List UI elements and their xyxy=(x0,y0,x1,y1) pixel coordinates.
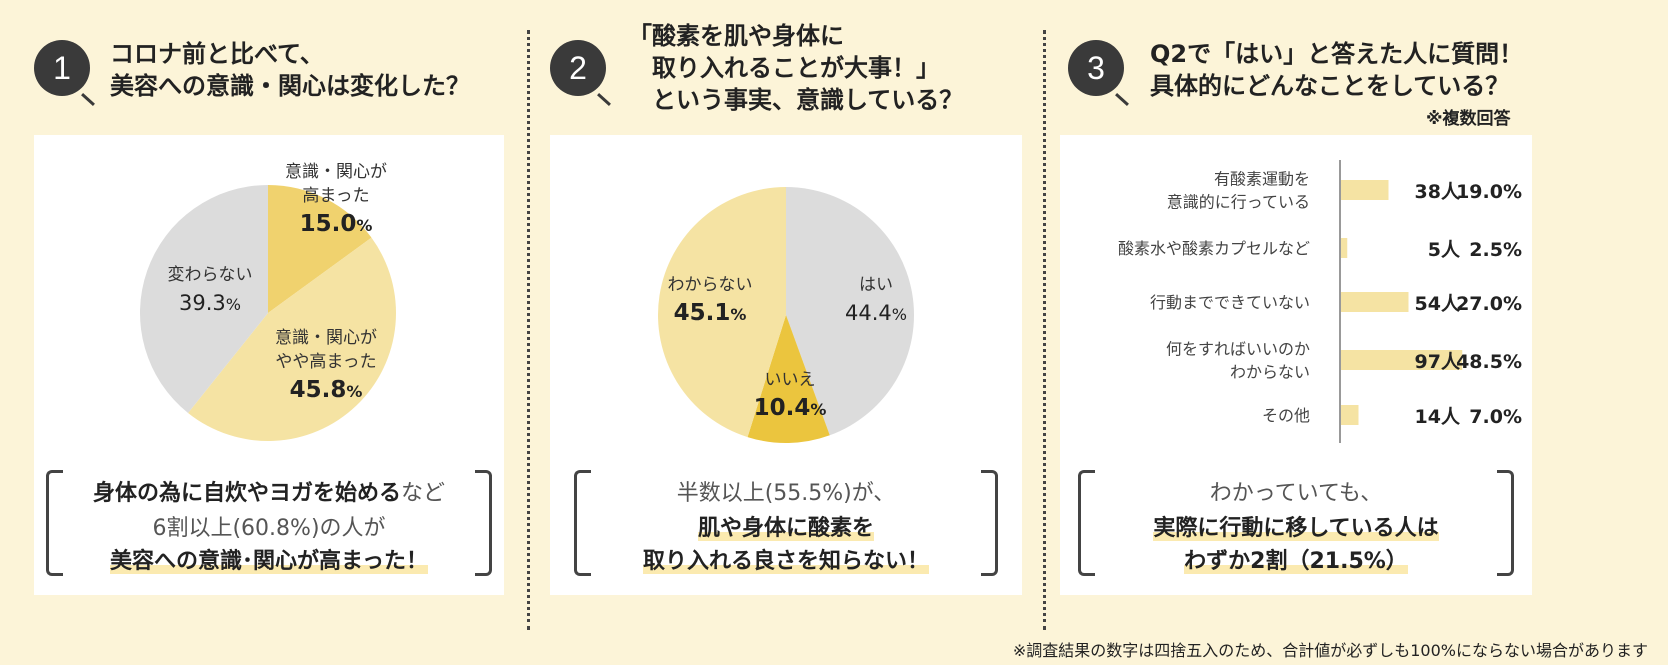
bar xyxy=(1341,238,1348,258)
bracket-right xyxy=(475,470,492,576)
question-title: 「酸素を肌や身体に 取り入れることが大事！」 という事実、意識している？ xyxy=(628,22,964,114)
bar-percent-label: 19.0% xyxy=(1456,181,1522,203)
bar-category-label: その他 xyxy=(1262,406,1310,425)
bar-percent-label: 27.0% xyxy=(1456,293,1522,315)
pie-slice xyxy=(658,187,786,438)
multiple-answer-note: ※複数回答 xyxy=(1426,109,1511,129)
pie-slice xyxy=(786,187,914,436)
bar-percent-label: 2.5% xyxy=(1469,239,1522,261)
bar-category-label: 何をすればいいのか xyxy=(1166,340,1310,359)
question-number-badge: 3 xyxy=(1068,40,1124,96)
slice-label: 高まった xyxy=(302,186,369,206)
slice-label: はい xyxy=(859,275,893,295)
slice-value: 44.4% xyxy=(845,301,907,325)
panel-2: 2 「酸素を肌や身体に 取り入れることが大事！」 という事実、意識している？ は… xyxy=(530,0,1040,640)
bar xyxy=(1341,180,1389,200)
bracket-right xyxy=(981,470,998,576)
bar-category-label: 酸素水や酸素カプセルなど xyxy=(1118,239,1310,258)
bar-percent-label: 48.5% xyxy=(1456,351,1522,373)
footnote: ※調査結果の数字は四捨五入のため、合計値が必ずしも100%にならない場合がありま… xyxy=(1012,641,1648,660)
chart-card: 意識・関心が 高まった 15.0% 意識・関心が やや高まった 45.8% 変わらない 39.… xyxy=(34,135,504,595)
summary-line-1: 身体の為に自炊やヨガを始めるなど xyxy=(92,481,446,506)
magnifier-tail-icon xyxy=(597,93,611,106)
bar-category-label: 有酸素運動を xyxy=(1214,170,1310,189)
divider xyxy=(527,30,530,630)
question-number-badge: 2 xyxy=(550,40,606,96)
bracket-right xyxy=(1497,470,1514,576)
bar-count-label: 5人 xyxy=(1428,239,1461,261)
bar-count-label: 14人 xyxy=(1415,406,1461,428)
pie-slice xyxy=(268,185,372,313)
magnifier-tail-icon xyxy=(1115,93,1129,106)
slice-label: やや高まった xyxy=(275,352,376,372)
slice-label: 意識・関心が xyxy=(275,328,377,348)
summary-line-2: 肌や身体に酸素を xyxy=(697,516,874,541)
chart-card: はい 44.4% いいえ 10.4% わからない 45.1% 半数以上(55.5%)が、 … xyxy=(550,135,1022,595)
slice-value: 10.4% xyxy=(754,395,827,421)
bar-category-label: 行動までできていない xyxy=(1150,293,1310,312)
panel-1: 1 コロナ前と比べて、 美容への意識・関心は変化した？ 意識・関心が 高まった 15… xyxy=(0,0,525,640)
bar-count-label: 54人 xyxy=(1415,293,1461,315)
bar-category-label: 意識的に行っている xyxy=(1167,193,1310,212)
summary-line-1: 半数以上(55.5%)が、 xyxy=(676,481,896,506)
slice-value: 45.1% xyxy=(674,300,747,326)
bar xyxy=(1341,350,1463,370)
pie-chart-1: 意識・関心が高まった15.0%意識・関心がやや高まった45.8%変わらない39.… xyxy=(140,162,396,441)
bar xyxy=(1341,405,1359,425)
pie-chart-2: はい 44.4% いいえ 10.4% わからない 45.1% xyxy=(658,187,914,443)
slice-label: 意識・関心が xyxy=(285,162,387,182)
summary-line-2: 6割以上(60.8%)の人が xyxy=(152,516,386,541)
summary-line-2: 実際に行動に移している人は xyxy=(1153,516,1439,541)
summary-line-3: 取り入れる良さを知らない！ xyxy=(642,549,929,574)
summary-line-3: 美容への意識･関心が高まった！ xyxy=(109,549,429,574)
pie-slice xyxy=(140,185,268,413)
bar xyxy=(1341,292,1409,312)
slice-label: いいえ xyxy=(765,370,816,390)
question-number-badge: 1 xyxy=(34,40,90,96)
chart-card: 有酸素運動を意識的に行っている 38人 19.0% 酸素水や酸素カプセルなど 5人 2.5… xyxy=(1060,135,1532,595)
slice-value: 45.8% xyxy=(290,377,363,403)
bracket-left xyxy=(574,470,591,576)
question-title: コロナ前と比べて、 美容への意識・関心は変化した？ xyxy=(110,40,470,100)
bracket-left xyxy=(46,470,63,576)
slice-label: わからない xyxy=(668,275,753,295)
divider xyxy=(1043,30,1046,630)
bar-count-label: 97人 xyxy=(1415,351,1461,373)
question-title: Q2で「はい」と答えた人に質問！ 具体的にどんなことをしている？ xyxy=(1150,40,1524,100)
bracket-left xyxy=(1078,470,1095,576)
magnifier-tail-icon xyxy=(81,93,95,106)
slice-label: 変わらない xyxy=(168,265,253,285)
pie-slice xyxy=(747,315,830,443)
slice-value: 39.3% xyxy=(179,291,241,315)
bar-percent-label: 7.0% xyxy=(1469,406,1522,428)
bar-count-label: 38人 xyxy=(1415,181,1461,203)
panel-3: 3 Q2で「はい」と答えた人に質問！ 具体的にどんなことをしている？ ※複数回答… xyxy=(1046,0,1668,640)
slice-value: 15.0% xyxy=(300,211,373,237)
summary-line-3: わずか2割（21.5%） xyxy=(1184,549,1408,574)
summary-line-1: わかっていても、 xyxy=(1209,481,1383,506)
bar-category-label: わからない xyxy=(1230,363,1310,382)
pie-slice xyxy=(188,237,396,441)
